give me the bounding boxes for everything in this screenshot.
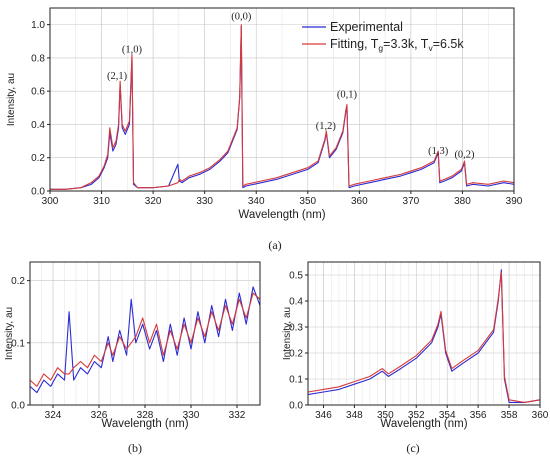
chart-panel-b: 324 326 328 330 332 0.0 0.1 0.2 Wavelength (nm) I… bbox=[4, 261, 261, 430]
legend-text-part: =6.5k bbox=[433, 37, 465, 51]
legend-text-part: v bbox=[428, 43, 433, 53]
x-tick-label: 320 bbox=[145, 196, 162, 207]
x-tick-label: 332 bbox=[229, 410, 246, 421]
x-axis-label: Wavelength (nm) bbox=[101, 418, 188, 430]
peak-annotation: (0,1) bbox=[337, 90, 358, 101]
series-line-fitting bbox=[50, 24, 515, 190]
y-tick-label: 0.2 bbox=[31, 153, 45, 164]
x-tick-label: 360 bbox=[351, 196, 368, 207]
x-tick-label: 350 bbox=[299, 196, 316, 207]
peak-annotation: (2,1) bbox=[107, 71, 128, 82]
y-tick-label: 0.1 bbox=[289, 375, 303, 386]
plot-frame bbox=[29, 261, 261, 406]
legend-label-experimental: Experimental bbox=[330, 20, 403, 34]
series-line-experimental bbox=[29, 286, 261, 394]
panel-label-c: (c) bbox=[406, 441, 419, 455]
peak-annotation: (1,3) bbox=[428, 146, 449, 157]
y-tick-label: 0.4 bbox=[289, 297, 303, 308]
y-tick-label: 0.3 bbox=[289, 323, 303, 334]
x-tick-label: 330 bbox=[183, 410, 200, 421]
y-tick-label: 0.0 bbox=[289, 401, 303, 412]
x-axis-label: Wavelength (nm) bbox=[380, 418, 467, 430]
y-tick-label: 0.8 bbox=[31, 53, 45, 64]
x-tick-label: 350 bbox=[377, 410, 394, 421]
x-tick-label: 340 bbox=[248, 196, 265, 207]
y-axis-label: Intensity, au bbox=[282, 307, 293, 360]
y-axis-label: Intensity, au bbox=[4, 307, 15, 360]
x-tick-label: 356 bbox=[470, 410, 487, 421]
y-tick-label: 0.0 bbox=[11, 401, 25, 412]
y-tick-label: 0.6 bbox=[31, 87, 45, 98]
x-tick-label: 324 bbox=[45, 410, 62, 421]
panel-label-a: (a) bbox=[268, 238, 281, 252]
chart-panel-c: 346 348 350 352 354 356 358 360 0.0 0.1 0.2 0.3 0.4 0… bbox=[282, 261, 549, 430]
peak-annotation: (0,0) bbox=[231, 11, 252, 22]
y-axis-label: Intensity, au bbox=[6, 73, 17, 126]
y-tick-label: 1.0 bbox=[31, 20, 45, 31]
x-tick-label: 390 bbox=[506, 196, 523, 207]
x-tick-label: 354 bbox=[439, 410, 456, 421]
peak-annotation: (1,0) bbox=[122, 45, 143, 56]
x-tick-label: 328 bbox=[137, 410, 154, 421]
x-tick-label: 352 bbox=[408, 410, 425, 421]
x-tick-label: 358 bbox=[501, 410, 518, 421]
y-tick-label: 0.4 bbox=[31, 120, 45, 131]
y-tick-label: 0.2 bbox=[289, 349, 303, 360]
legend-text-part: =3.3k, T bbox=[383, 37, 429, 51]
x-tick-label: 300 bbox=[42, 196, 59, 207]
plot-frame bbox=[49, 7, 515, 192]
x-tick-label: 380 bbox=[454, 196, 471, 207]
y-tick-label: 0.2 bbox=[11, 276, 25, 287]
chart-panel-a: 300 310 320 330 340 350 360 370 380 390 0.0 0.2 0.4 0… bbox=[6, 7, 523, 221]
x-tick-label: 310 bbox=[93, 196, 110, 207]
plot-frame bbox=[307, 261, 541, 406]
x-tick-label: 330 bbox=[196, 196, 213, 207]
legend: Experimental Fitting, Tg=3.3k, Tv=6.5k bbox=[302, 20, 464, 53]
x-tick-label: 326 bbox=[91, 410, 108, 421]
y-tick-label: 0.0 bbox=[31, 187, 45, 198]
x-axis-label: Wavelength (nm) bbox=[238, 209, 325, 221]
x-tick-label: 360 bbox=[532, 410, 549, 421]
x-tick-label: 346 bbox=[315, 410, 332, 421]
peak-annotation: (1,2) bbox=[316, 121, 337, 132]
legend-text-part: g bbox=[378, 43, 383, 53]
y-tick-label: 0.5 bbox=[289, 271, 303, 282]
peak-annotation: (0,2) bbox=[454, 149, 475, 160]
series-line-fitting bbox=[29, 292, 261, 387]
y-tick-label: 0.1 bbox=[11, 338, 25, 349]
x-tick-label: 348 bbox=[346, 410, 363, 421]
legend-label-fitting: Fitting, Tg=3.3k, Tv=6.5k bbox=[330, 37, 464, 53]
series-line-fitting bbox=[307, 271, 541, 403]
legend-text-part: Fitting, T bbox=[330, 37, 379, 51]
x-tick-label: 370 bbox=[403, 196, 420, 207]
panel-label-b: (b) bbox=[128, 441, 142, 455]
